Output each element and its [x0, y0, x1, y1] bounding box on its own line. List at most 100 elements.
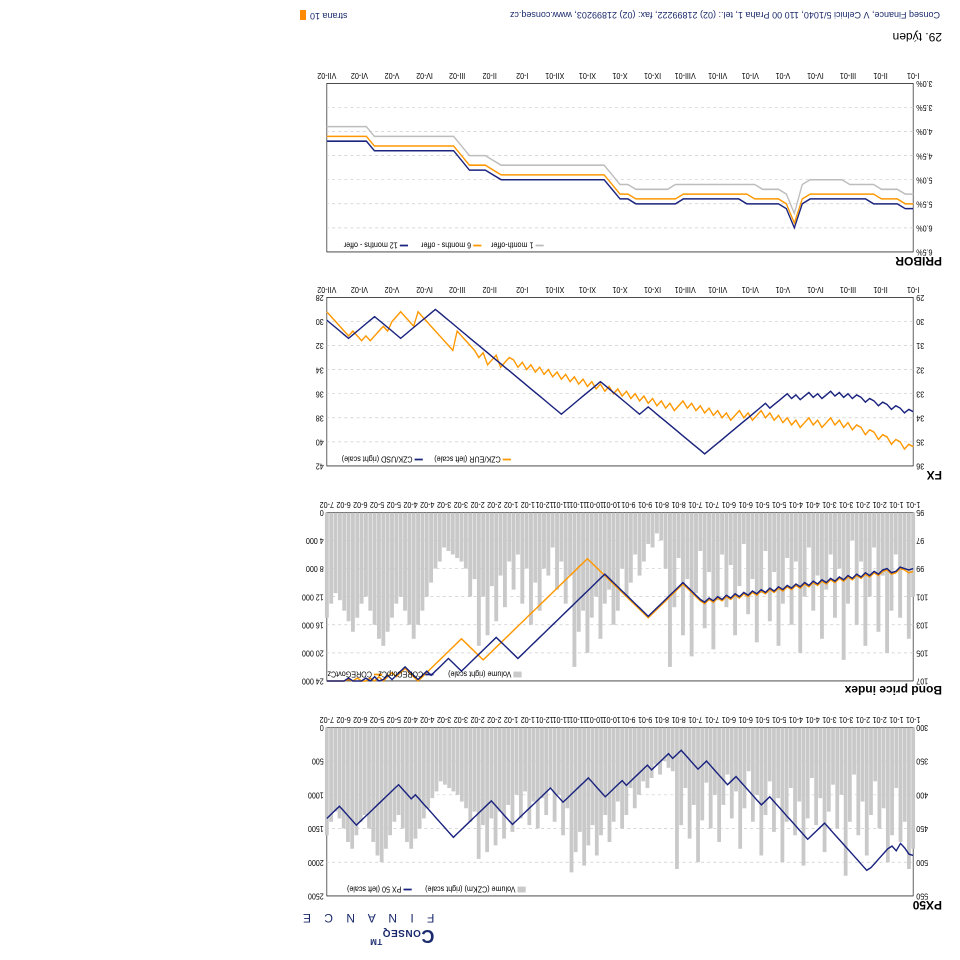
svg-text:1-02: 1-02	[521, 715, 535, 725]
svg-text:X-01: X-01	[612, 70, 627, 80]
svg-text:II-01: II-01	[873, 285, 887, 295]
svg-text:6-01: 6-01	[722, 715, 736, 725]
svg-text:IV-01: IV-01	[807, 285, 824, 295]
svg-text:7-01: 7-01	[705, 715, 719, 725]
svg-text:4.5%: 4.5%	[916, 151, 932, 161]
svg-text:VIII-01: VIII-01	[675, 70, 696, 80]
svg-text:VI-01: VI-01	[742, 70, 759, 80]
svg-text:4.0%: 4.0%	[916, 127, 932, 137]
svg-text:34: 34	[916, 414, 925, 424]
svg-text:4-02: 4-02	[403, 715, 417, 725]
svg-text:35: 35	[916, 438, 924, 448]
svg-text:3-02: 3-02	[454, 715, 468, 725]
svg-text:VII-02: VII-02	[317, 70, 336, 80]
svg-text:3-02: 3-02	[437, 715, 451, 725]
svg-text:34: 34	[315, 366, 324, 376]
svg-text:300: 300	[916, 723, 928, 733]
svg-text:IX-01: IX-01	[644, 285, 661, 295]
svg-text:24 000: 24 000	[302, 677, 324, 687]
svg-text:33: 33	[916, 390, 924, 400]
svg-text:XI-01: XI-01	[579, 285, 596, 295]
svg-text:3.0%: 3.0%	[916, 79, 932, 89]
svg-text:6-02: 6-02	[353, 500, 367, 510]
svg-text:4-02: 4-02	[420, 500, 434, 510]
svg-text:12-01: 12-01	[535, 500, 553, 510]
svg-text:2000: 2000	[308, 858, 324, 868]
svg-text:99: 99	[916, 564, 924, 574]
svg-text:VII-01: VII-01	[708, 70, 727, 80]
svg-text:V-01: V-01	[775, 285, 790, 295]
logo-sub: F I N A N C E	[298, 911, 434, 925]
svg-text:3-01: 3-01	[839, 715, 853, 725]
svg-text:11-01: 11-01	[552, 500, 570, 510]
svg-text:2-01: 2-01	[856, 715, 870, 725]
svg-text:5-02: 5-02	[370, 500, 384, 510]
svg-text:XI-01: XI-01	[579, 70, 596, 80]
svg-text:IV-01: IV-01	[807, 70, 824, 80]
svg-text:1-02: 1-02	[504, 715, 518, 725]
svg-text:2-02: 2-02	[487, 500, 501, 510]
svg-text:2-01: 2-01	[872, 715, 886, 725]
svg-text:6-02: 6-02	[336, 715, 350, 725]
svg-text:VI-02: VI-02	[351, 70, 368, 80]
svg-text:11-01: 11-01	[569, 500, 587, 510]
svg-text:XII-01: XII-01	[545, 285, 564, 295]
svg-text:7-01: 7-01	[688, 500, 702, 510]
chart-px50: PX50 30035040045050055005001000150020002…	[292, 699, 948, 910]
svg-text:11-01: 11-01	[552, 715, 570, 725]
svg-text:III-01: III-01	[840, 70, 856, 80]
svg-text:5-01: 5-01	[772, 715, 786, 725]
svg-text:II-01: II-01	[873, 70, 887, 80]
svg-text:500: 500	[916, 858, 928, 868]
svg-text:1500: 1500	[308, 824, 324, 834]
svg-text:101: 101	[916, 592, 928, 602]
svg-text:7-02: 7-02	[320, 715, 334, 725]
chart-fx: FX 29303132333435362830323436384042I-01I…	[292, 270, 948, 481]
svg-text:1 month-offer: 1 month-offer	[491, 240, 534, 250]
svg-text:11-01: 11-01	[569, 715, 587, 725]
svg-text:3-01: 3-01	[822, 715, 836, 725]
svg-text:103: 103	[916, 621, 928, 631]
svg-text:5-02: 5-02	[387, 715, 401, 725]
svg-text:8-01: 8-01	[655, 715, 669, 725]
svg-text:16 000: 16 000	[302, 621, 324, 631]
svg-text:2-01: 2-01	[872, 500, 886, 510]
svg-text:29: 29	[916, 293, 924, 303]
px50-title: PX50	[913, 898, 942, 912]
svg-text:36: 36	[916, 462, 924, 472]
svg-text:7-02: 7-02	[320, 500, 334, 510]
week-label: 29. týden	[893, 30, 942, 44]
svg-text:I-02: I-02	[516, 70, 528, 80]
footer: Conseq Finance, V Celnici 5/1040, 110 00…	[300, 10, 940, 21]
svg-text:COREGovtCz: COREGovtCz	[327, 670, 372, 680]
svg-text:5.0%: 5.0%	[916, 175, 932, 185]
svg-text:5-01: 5-01	[772, 500, 786, 510]
svg-text:1-01: 1-01	[906, 500, 920, 510]
svg-text:9-01: 9-01	[621, 500, 635, 510]
svg-text:V-02: V-02	[385, 70, 400, 80]
svg-text:3.5%: 3.5%	[916, 103, 932, 113]
svg-text:38: 38	[316, 414, 324, 424]
svg-text:I-02: I-02	[516, 285, 528, 295]
svg-text:I-01: I-01	[907, 70, 919, 80]
svg-text:6.0%: 6.0%	[916, 223, 932, 233]
svg-text:10-01: 10-01	[602, 500, 620, 510]
svg-text:10-01: 10-01	[602, 715, 620, 725]
svg-text:VI-02: VI-02	[351, 285, 368, 295]
svg-text:9-01: 9-01	[638, 500, 652, 510]
charts-container: PX50 30035040045050055005001000150020002…	[292, 55, 948, 910]
fx-title: FX	[927, 469, 942, 483]
svg-text:VIII-01: VIII-01	[675, 285, 696, 295]
svg-text:X-01: X-01	[612, 285, 627, 295]
svg-text:30: 30	[916, 317, 924, 327]
svg-text:5-01: 5-01	[755, 500, 769, 510]
svg-text:1-02: 1-02	[521, 500, 535, 510]
svg-text:42: 42	[316, 462, 324, 472]
logo-text: CONSEQTM	[370, 926, 435, 946]
svg-text:6-01: 6-01	[722, 500, 736, 510]
svg-text:6 months - offer: 6 months - offer	[421, 240, 471, 250]
svg-text:30: 30	[316, 317, 324, 327]
svg-text:4-02: 4-02	[403, 500, 417, 510]
svg-text:3-02: 3-02	[437, 500, 451, 510]
svg-text:2-02: 2-02	[470, 715, 484, 725]
